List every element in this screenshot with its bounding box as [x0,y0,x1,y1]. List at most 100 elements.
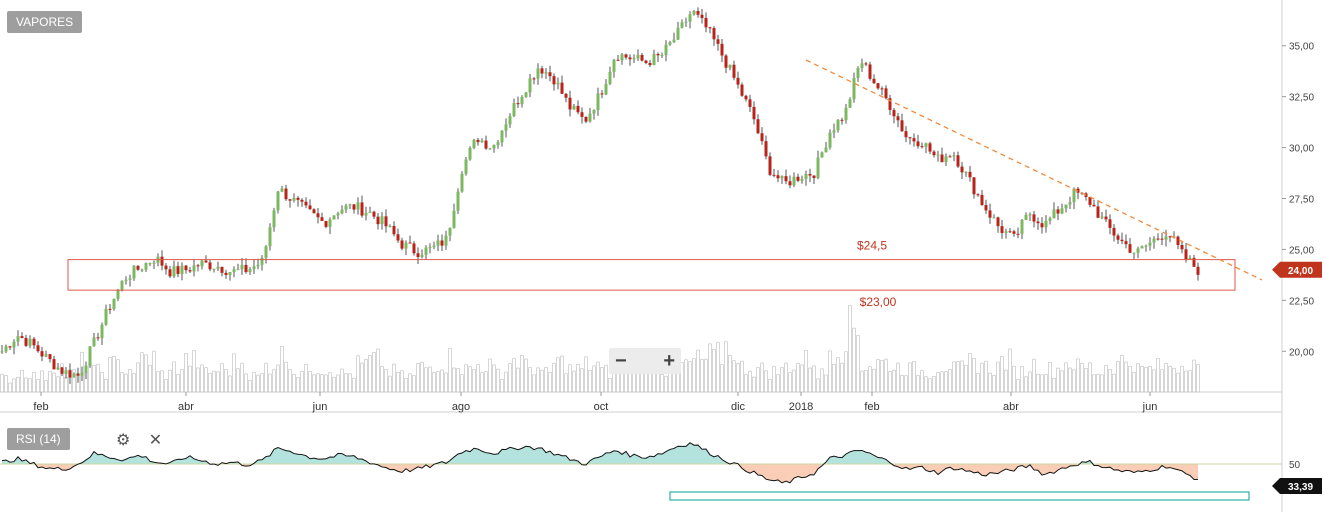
volume-bar [376,348,380,393]
volume-bar [468,366,472,393]
candle-body [608,71,612,84]
volume-bar [756,367,760,393]
volume-bar [800,364,804,393]
volume-bar [400,370,404,393]
volume-bar [248,380,252,393]
volume-bar [396,371,400,393]
candle-body [1156,238,1160,240]
volume-bar [588,370,592,393]
volume-bar [752,376,756,393]
candle-body [872,78,876,84]
volume-bar [592,365,596,393]
candle-body [212,268,216,270]
close-icon[interactable]: ✕ [148,432,163,449]
volume-bar [772,366,776,393]
rsi-fill [1178,464,1182,471]
rsi-fill [854,450,858,464]
candle-body [268,227,272,247]
rsi-fill [522,446,526,464]
volume-bar [1024,376,1028,393]
volume-bar [908,362,912,393]
rsi-fill [538,447,542,464]
volume-bar [192,350,196,393]
candle-body [928,143,932,152]
candle-body [344,205,348,210]
candle-body [1160,238,1164,240]
candle-body [600,93,604,95]
volume-bar [532,374,536,393]
volume-bar [1044,374,1048,393]
volume-bar [1100,374,1104,393]
candle-body [664,44,668,56]
candle-body [80,372,84,376]
volume-bar [116,359,120,393]
zoom-out-button[interactable]: − [615,350,627,372]
candle-body [540,68,544,74]
candle-body [612,59,616,72]
candle-body [308,205,312,210]
candle-body [1012,231,1016,234]
rsi-fill [1034,464,1038,471]
volume-bar [744,374,748,393]
candle-body [1092,204,1096,207]
volume-bar [864,370,868,393]
volume-bar [912,360,916,393]
candle-body [316,213,320,218]
volume-bar [784,362,788,393]
rsi-fill [706,449,710,464]
rsi-fill [402,464,406,473]
rsi-fill [346,455,350,464]
volume-bar [988,372,992,393]
volume-bar [180,369,184,393]
candle-body [52,359,56,370]
candle-body [208,262,212,270]
rsi-fill [358,458,362,464]
volume-bar [60,363,64,393]
rsi-fill [626,451,630,464]
rsi-fill [786,464,790,483]
candle-body [960,166,964,173]
volume-bar [600,367,604,393]
volume-bar [188,365,192,393]
candle-body [756,119,760,134]
candle-body [76,373,80,376]
candle-body [1020,219,1024,234]
candle-body [1112,227,1116,236]
rsi-fill [870,453,874,464]
rsi-fill [758,464,762,476]
candle-body [440,240,444,246]
volume-bar [24,377,28,393]
candle-body [1072,188,1076,203]
candle-body [624,54,628,58]
zoom-in-button[interactable]: + [663,350,675,372]
volume-bar [456,368,460,393]
candle-body [744,95,748,100]
rsi-fill [898,464,902,469]
volume-bar [668,373,672,393]
candle-body [1064,204,1068,209]
candle-body [448,227,452,236]
rsi-label[interactable]: RSI (14) [7,428,70,450]
volume-bar [1116,361,1120,393]
candle-body [60,367,64,374]
volume-bar [252,371,256,393]
volume-bar [660,374,664,393]
rsi-fill [102,454,106,464]
volume-bar [520,355,524,393]
candle-body [96,337,100,339]
volume-bar [1008,348,1012,393]
rsi-fill [262,456,266,464]
candle-body [276,191,280,211]
volume-bar [528,367,532,393]
rsi-fill [634,454,638,464]
candle-body [944,156,948,163]
candle-body [892,109,896,117]
rsi-fill [18,456,22,464]
gear-icon[interactable]: ⚙ [116,432,131,449]
volume-bar [300,371,304,393]
rsi-fill [702,449,706,464]
rsi-fill [1122,464,1126,472]
candle-body [748,99,752,107]
volume-bar [464,364,468,393]
volume-bar [564,373,568,393]
